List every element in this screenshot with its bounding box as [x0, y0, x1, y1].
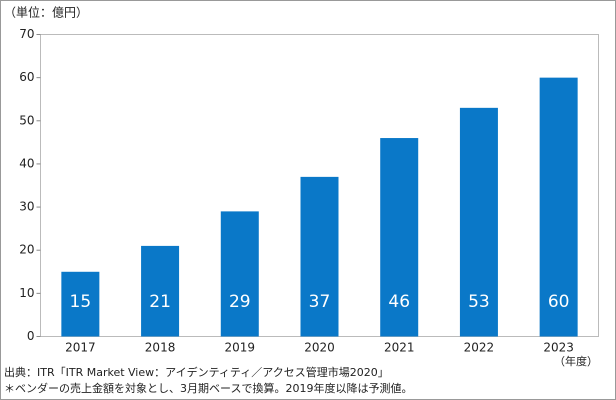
y-tick-label: 40	[19, 156, 34, 170]
data-label: 29	[229, 292, 251, 312]
y-tick-label: 60	[19, 70, 34, 84]
bar	[300, 176, 339, 337]
bar	[380, 138, 419, 337]
y-tick-label: 0	[27, 329, 35, 343]
data-label: 53	[468, 292, 490, 312]
x-tick-label: 2020	[304, 341, 335, 355]
bar	[459, 107, 498, 337]
data-label: 37	[309, 292, 331, 312]
bar	[61, 271, 100, 337]
x-tick-label: 2017	[65, 341, 96, 355]
bar	[539, 77, 578, 337]
source: 出典：ITR「ITR Market View：アイデンティティ／アクセス管理市場…	[4, 365, 389, 379]
y-tick-label: 20	[19, 243, 34, 257]
x-tick-label: 2023	[543, 341, 574, 355]
y-tick-label: 70	[19, 27, 34, 41]
x-tick-label: 2018	[145, 341, 176, 355]
x-tick-label: 2022	[464, 341, 495, 355]
y-tick-label: 50	[19, 113, 34, 127]
bar	[220, 211, 259, 337]
x-tick-label: 2021	[384, 341, 415, 355]
data-label: 21	[149, 292, 171, 312]
x-unit-label: （年度）	[554, 354, 598, 368]
y-tick-label: 30	[19, 200, 34, 214]
y-tick-label: 10	[19, 286, 34, 300]
bar	[141, 245, 180, 337]
data-label: 15	[70, 292, 92, 312]
data-label: 46	[388, 292, 410, 312]
unit-label: （単位：億円）	[4, 5, 88, 20]
x-tick-label: 2019	[225, 341, 256, 355]
note: ＊ベンダーの売上金額を対象とし、3月期ベースで換算。2019年度以降は予測値。	[4, 381, 412, 395]
data-label: 60	[548, 292, 570, 312]
